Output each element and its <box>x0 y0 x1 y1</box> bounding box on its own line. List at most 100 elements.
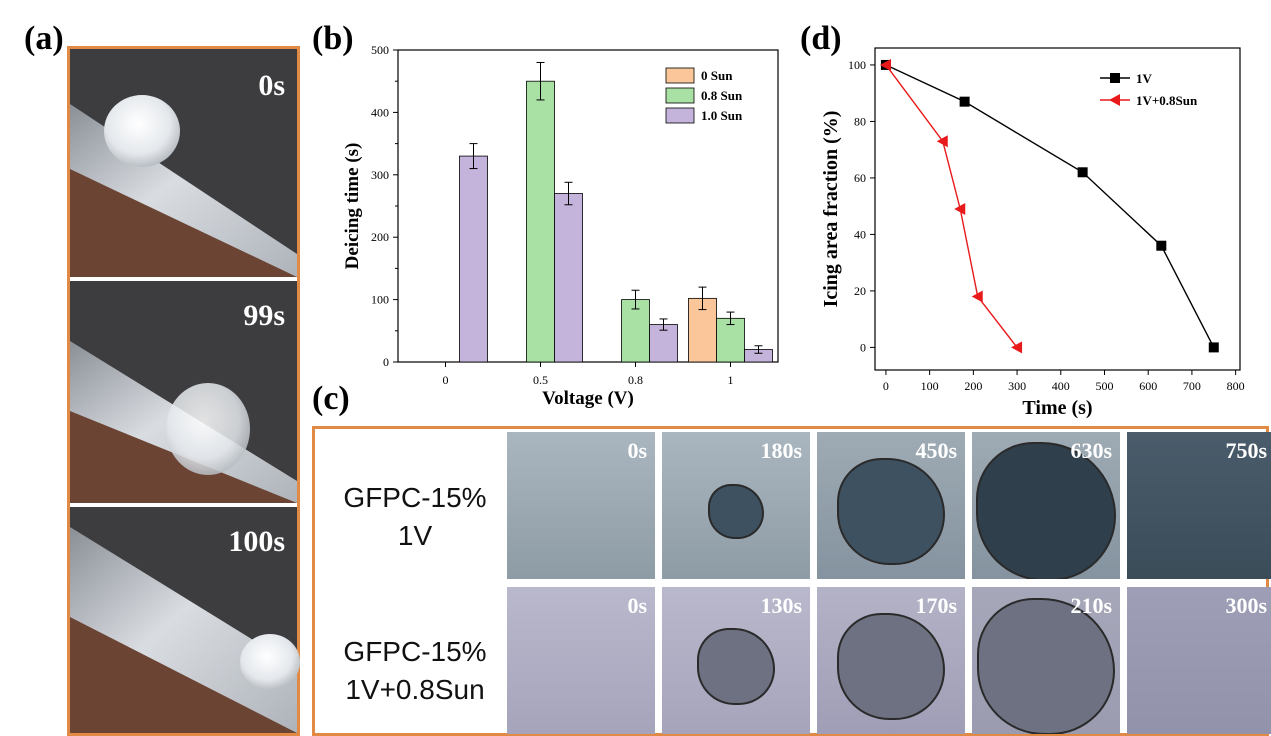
melting-image-cell: 0s <box>507 432 655 579</box>
line-chart-icing-area: 0 20 40 60 80 100 0 100 200 300 400 500 600 700 800 Tim… <box>820 47 1245 419</box>
melting-image-cell: 300s <box>1127 587 1271 734</box>
legend-label: 1.0 Sun <box>701 108 743 123</box>
data-point <box>1208 342 1219 353</box>
y-axis-title: Icing area fraction (%) <box>820 111 842 308</box>
y-tick-label: 0 <box>860 340 866 354</box>
data-point <box>959 96 970 107</box>
data-point <box>1109 94 1120 106</box>
row-label-1v-sun: GFPC-15% 1V+0.8Sun <box>321 633 509 709</box>
photo-99s <box>70 281 297 503</box>
cell-time-label: 0s <box>627 438 647 463</box>
x-tick-label: 200 <box>964 379 982 393</box>
panel-a-photos <box>70 49 300 733</box>
bar-0_8-Sun <box>716 317 745 363</box>
x-tick-label: 400 <box>1052 379 1070 393</box>
x-tick-label: 600 <box>1139 379 1157 393</box>
melted-region <box>699 629 773 704</box>
x-axis-title: Time (s) <box>1022 397 1092 419</box>
photo-time-label: 0s <box>258 69 285 102</box>
x-tick-label: 0 <box>443 373 449 387</box>
bar-1_0-Sun <box>554 193 583 363</box>
legend-label: 0.8 Sun <box>701 88 743 103</box>
x-tick-label: 0.8 <box>628 373 643 387</box>
data-point <box>1156 240 1167 251</box>
melting-image-cell: 180s <box>662 432 810 579</box>
data-point <box>971 290 983 303</box>
photo-time-label: 99s <box>243 299 285 332</box>
melting-image-cell: 450s <box>817 432 965 579</box>
melting-image-cell: 170s <box>817 587 965 734</box>
row-label-1v: GFPC-15% 1V <box>321 479 509 555</box>
x-tick-label: 800 <box>1227 379 1245 393</box>
series-line-1V-0-8Sun <box>885 64 1018 348</box>
legend-swatch <box>665 67 695 84</box>
y-tick-label: 400 <box>371 105 389 119</box>
cell-time-label: 170s <box>915 593 957 618</box>
y-tick-label: 100 <box>371 293 389 307</box>
x-tick-label: 500 <box>1095 379 1113 393</box>
data-point <box>1077 167 1088 178</box>
data-point <box>1110 73 1120 83</box>
legend-swatch <box>665 87 695 104</box>
legend-label: 0 Sun <box>701 68 733 83</box>
y-tick-label: 300 <box>371 168 389 182</box>
y-tick-label: 500 <box>371 43 389 57</box>
cell-time-label: 180s <box>760 438 802 463</box>
y-tick-label: 60 <box>854 171 866 185</box>
plot-frame <box>874 47 1241 371</box>
y-axis-title: Deicing time (s) <box>342 143 363 270</box>
panel-label-c: (c) <box>312 380 350 417</box>
cell-time-label: 450s <box>915 438 957 463</box>
y-tick-label: 0 <box>383 355 389 369</box>
bar-1_0-Sun <box>649 324 678 363</box>
row-label-line: 1V <box>397 519 433 551</box>
cell-time-label: 750s <box>1225 438 1267 463</box>
cell-time-label: 630s <box>1070 438 1112 463</box>
row-label-line: GFPC-15% <box>343 636 487 667</box>
panel-c-frame: GFPC-15% 1V GFPC-15% 1V+0.8Sun 0s 180s 450… <box>312 426 1271 736</box>
y-tick-label: 200 <box>371 230 389 244</box>
x-tick-label: 100 <box>921 379 939 393</box>
panel-label-a: (a) <box>24 20 64 57</box>
row-label-line: GFPC-15% <box>343 482 487 513</box>
panel-label-b: (b) <box>312 20 354 57</box>
photo-0s <box>70 49 297 277</box>
x-tick-label: 300 <box>1008 379 1026 393</box>
y-tick-label: 40 <box>854 227 866 241</box>
x-tick-label: 0.5 <box>533 373 548 387</box>
bar-0_8-Sun <box>526 80 555 363</box>
data-point <box>1011 341 1023 354</box>
data-point <box>954 203 966 215</box>
legend-swatch <box>665 107 695 124</box>
legend-label: 1V+0.8Sun <box>1136 93 1198 108</box>
cell-time-label: 300s <box>1225 593 1267 618</box>
melted-region <box>839 615 943 718</box>
melting-image-cell: 0s <box>507 587 655 734</box>
x-tick-label: 700 <box>1183 379 1201 393</box>
melted-region <box>710 485 762 538</box>
cell-time-label: 130s <box>760 593 802 618</box>
y-tick-label: 100 <box>848 58 866 72</box>
x-tick-label: 1 <box>728 373 734 387</box>
melted-region <box>979 600 1113 733</box>
y-tick-label: 20 <box>854 284 866 298</box>
bar-0_8-Sun <box>621 299 650 363</box>
melting-image-cell: 630s <box>972 432 1120 579</box>
melting-image-cell: 210s <box>972 587 1120 734</box>
bar-1_0-Sun <box>459 155 488 363</box>
cell-time-label: 0s <box>627 593 647 618</box>
y-tick-label: 80 <box>854 114 866 128</box>
cell-time-label: 210s <box>1070 593 1112 618</box>
data-point <box>879 58 891 71</box>
melting-image-cell: 750s <box>1127 432 1271 579</box>
row-label-line: 1V+0.8Sun <box>345 673 485 705</box>
panel-a-frame: 0s 99s 100s <box>67 46 300 736</box>
photo-time-label: 100s <box>228 525 285 558</box>
legend-label: 1V <box>1136 71 1153 86</box>
melted-region <box>839 460 943 563</box>
x-tick-label: 0 <box>883 379 889 393</box>
photo-100s <box>70 507 300 733</box>
data-point <box>936 135 948 148</box>
bar-chart-deicing: 0 100 200 300 400 500 0 0.5 0.8 1 Voltage (V) Deici… <box>342 43 779 409</box>
x-axis-title: Voltage (V) <box>542 388 634 409</box>
